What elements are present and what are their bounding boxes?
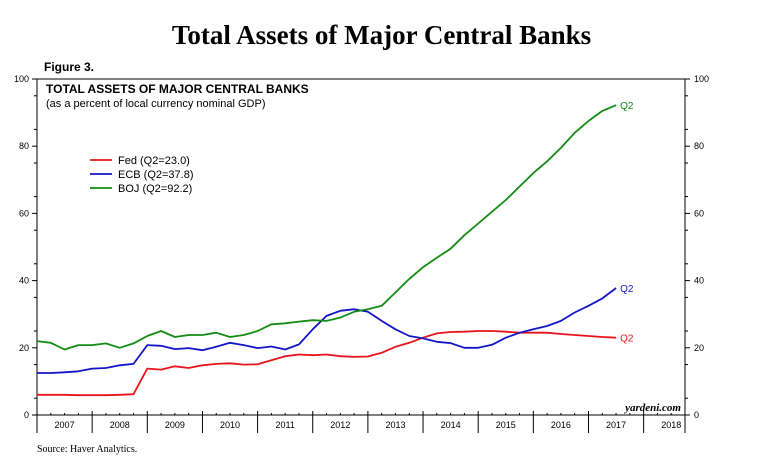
y-tick-label-right: 0 <box>694 410 699 420</box>
x-tick-label: 2012 <box>330 420 350 430</box>
axes: 0 0 20 20 40 40 60 60 80 80 100 100 2007 2008 2009 2010… <box>14 74 709 433</box>
y-tick-label-right: 20 <box>694 343 704 353</box>
plot-frame <box>36 78 686 416</box>
x-tick-label: 2014 <box>441 420 461 430</box>
x-tick-label: 2007 <box>55 420 75 430</box>
x-tick-label: 2011 <box>275 420 294 430</box>
source-note: Source: Haver Analytics. <box>37 444 138 455</box>
figure-label: Figure 3. <box>44 60 95 74</box>
x-tick-label: 2016 <box>551 420 571 430</box>
series-end-label: Q2 <box>620 284 634 295</box>
series-line-2 <box>36 104 617 351</box>
x-tick-label: 2015 <box>496 420 516 430</box>
y-tick-label-right: 40 <box>694 276 704 286</box>
x-tick-label: 2018 <box>661 420 681 430</box>
chart-title: TOTAL ASSETS OF MAJOR CENTRAL BANKS <box>46 82 309 96</box>
series-lines: Q2 Q2 Q2 <box>36 101 634 397</box>
x-tick-label: 2013 <box>385 420 405 430</box>
series-line-0 <box>37 330 617 397</box>
x-tick-label: 2008 <box>110 420 130 430</box>
y-tick-label-left: 20 <box>19 343 29 353</box>
legend-label: Fed (Q2=23.0) <box>118 155 190 167</box>
x-tick-label: 2010 <box>220 420 240 430</box>
y-tick-label-left: 80 <box>19 141 29 151</box>
legend: Fed (Q2=23.0) ECB (Q2=37.8) BOJ (Q2=92.2) <box>90 155 194 195</box>
y-tick-label-left: 60 <box>19 208 29 218</box>
series-end-label: Q2 <box>620 334 634 345</box>
y-tick-label-right: 100 <box>694 74 709 84</box>
series-end-label: Q2 <box>620 101 634 112</box>
x-tick-label: 2009 <box>165 420 185 430</box>
y-tick-label-left: 0 <box>24 410 29 420</box>
y-tick-label-left: 100 <box>14 74 29 84</box>
y-tick-label-right: 80 <box>694 141 704 151</box>
series-line-1 <box>37 287 617 374</box>
y-tick-label-right: 60 <box>694 208 704 218</box>
watermark: yardeni.com <box>623 402 681 414</box>
x-tick-label: 2017 <box>606 420 626 430</box>
chart-subtitle: (as a percent of local currency nominal … <box>46 98 265 110</box>
y-tick-label-left: 40 <box>19 276 29 286</box>
legend-label: ECB (Q2=37.8) <box>118 169 194 181</box>
page-title: Total Assets of Major Central Banks <box>171 20 592 50</box>
legend-label: BOJ (Q2=92.2) <box>118 183 192 195</box>
